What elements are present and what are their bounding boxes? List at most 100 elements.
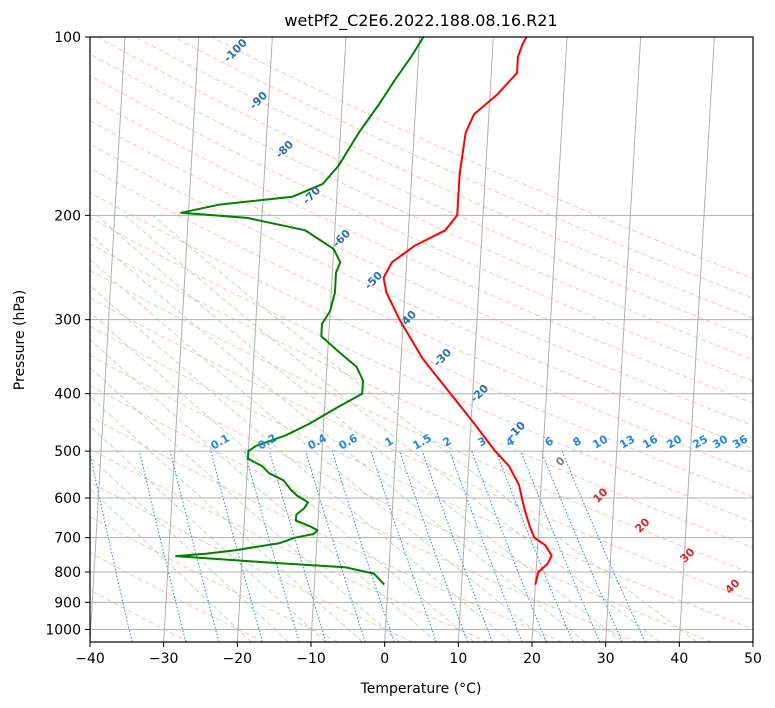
isotherm-line <box>605 37 642 642</box>
y-tick-label: 200 <box>54 208 81 224</box>
x-tick-label: 40 <box>670 651 688 667</box>
mixing-ratio-line <box>471 450 547 642</box>
y-tick-label: 400 <box>54 387 81 403</box>
moist-adiabat-line <box>124 214 660 642</box>
dry-adiabat-line <box>90 516 339 642</box>
moist-adiabat-line <box>90 487 252 642</box>
dry-adiabat-line <box>90 481 414 642</box>
moist-adiabat-line <box>90 338 438 642</box>
dry-adiabat-line <box>90 120 753 427</box>
moist-adiabat-line <box>90 425 326 642</box>
mixing-ratio-line <box>138 450 187 642</box>
y-axis-ticks: 100 200 300 400 500 600 700 800 900 1000 <box>45 30 90 638</box>
x-tick-label: 30 <box>597 651 615 667</box>
y-tick-label: 600 <box>54 491 81 507</box>
dry-adiabat-line <box>90 143 753 450</box>
x-tick-label: −10 <box>296 651 326 667</box>
dewpoint-series-line <box>175 37 425 586</box>
moist-adiabat-line <box>90 366 401 642</box>
isotherm-label: -50 <box>362 269 385 292</box>
mixing-ratio-line <box>331 450 395 642</box>
x-tick-label: 10 <box>449 651 467 667</box>
dry-adiabat-line <box>173 37 753 299</box>
mixing-ratio-line <box>561 450 646 642</box>
dry-adiabat-line <box>90 243 753 549</box>
mixing-ratio-line <box>540 450 623 642</box>
mixing-ratio-label: 8 <box>571 434 584 449</box>
mixing-ratio-line <box>449 450 523 642</box>
mixing-ratio-line <box>370 450 437 642</box>
chart-title: wetPf2_C2E6.2022.188.08.16.R21 <box>284 11 557 31</box>
dry-adiabat-line <box>90 589 190 642</box>
dry-adiabat-line <box>135 37 753 319</box>
plot-frame <box>89 36 754 643</box>
x-tick-label: −30 <box>149 651 179 667</box>
moist-adiabat-line <box>90 233 586 642</box>
isotherm-label: -70 <box>300 184 323 207</box>
dry-adiabat-line <box>90 415 563 642</box>
x-tick-label: −40 <box>75 651 105 667</box>
dry-adiabat-line <box>90 192 753 498</box>
x-tick-label: 50 <box>744 651 762 667</box>
isotherm-label: -80 <box>273 138 296 161</box>
moist-adiabat-line <box>90 258 549 642</box>
dry-adiabat-line <box>90 269 753 575</box>
x-tick-label: −20 <box>223 651 253 667</box>
x-tick-label: 0 <box>380 651 389 667</box>
dry-adiabat-line <box>90 217 753 523</box>
mixing-ratio-label: 1 <box>383 434 396 449</box>
isotherm-line <box>163 37 200 642</box>
mixing-ratio-line <box>495 450 574 642</box>
mixing-ratio-label: 30 <box>710 432 730 451</box>
isotherm-label: -100 <box>221 36 250 65</box>
mixing-ratio-label: 10 <box>590 432 610 451</box>
mixing-ratio-line <box>305 450 366 642</box>
mixing-ratio-label: 36 <box>730 432 750 451</box>
dry-adiabat-line <box>90 53 753 361</box>
mixing-ratio-line <box>520 450 601 642</box>
dry-adiabat-line <box>90 325 753 630</box>
y-axis-label: Pressure (hPa) <box>12 290 28 390</box>
moist-adiabat-line <box>90 284 512 642</box>
isotherm-line <box>752 633 753 642</box>
isotherm-line <box>678 37 715 642</box>
isotherm-label: -40 <box>396 308 419 331</box>
mixing-ratio-line <box>399 450 468 642</box>
mixing-ratio-label: 3 <box>476 434 489 449</box>
mixing-ratio-line <box>210 450 264 642</box>
dry-adiabat-line <box>90 297 753 602</box>
mixing-ratio-label: 13 <box>617 433 637 452</box>
background-lines <box>90 37 753 642</box>
mixing-ratio-label: 6 <box>543 434 556 449</box>
mixing-ratio-label: 1.5 <box>411 431 434 452</box>
isotherm-line <box>90 37 126 642</box>
dry-adiabat-line <box>90 97 753 404</box>
y-tick-label: 300 <box>54 313 81 329</box>
moist-adiabat-line <box>96 214 623 642</box>
isotherm-label: -30 <box>431 346 454 369</box>
x-tick-label: 20 <box>523 651 541 667</box>
mixing-ratio-line <box>169 450 220 642</box>
y-tick-label: 800 <box>54 565 81 581</box>
y-tick-label: 1000 <box>45 622 81 638</box>
dry-adiabat-line <box>90 354 712 642</box>
dry-adiabat-line <box>90 448 488 642</box>
dry-adiabat-line <box>90 167 753 474</box>
y-tick-label: 900 <box>54 595 81 611</box>
mixing-ratio-label: 20 <box>664 432 684 451</box>
grid-lines <box>90 37 753 642</box>
moist-adiabat-label: 40 <box>723 576 743 596</box>
mixing-ratio-label: 0.6 <box>337 431 361 452</box>
moist-adiabat-label: 30 <box>678 545 698 565</box>
temperature-series-line <box>382 37 553 585</box>
x-axis-ticks: −40 −30 −20 −10 0 10 20 30 40 50 <box>75 642 762 667</box>
series-layer <box>175 37 553 586</box>
mixing-ratio-label: 16 <box>640 432 660 451</box>
moist-adiabat-line <box>90 395 363 642</box>
mixing-ratio-label: 0.2 <box>256 431 279 452</box>
dry-adiabat-line <box>96 37 753 340</box>
moist-adiabat-line <box>90 311 475 642</box>
mixing-ratio-line <box>421 450 493 642</box>
mixing-ratio-label: 2 <box>441 434 454 449</box>
